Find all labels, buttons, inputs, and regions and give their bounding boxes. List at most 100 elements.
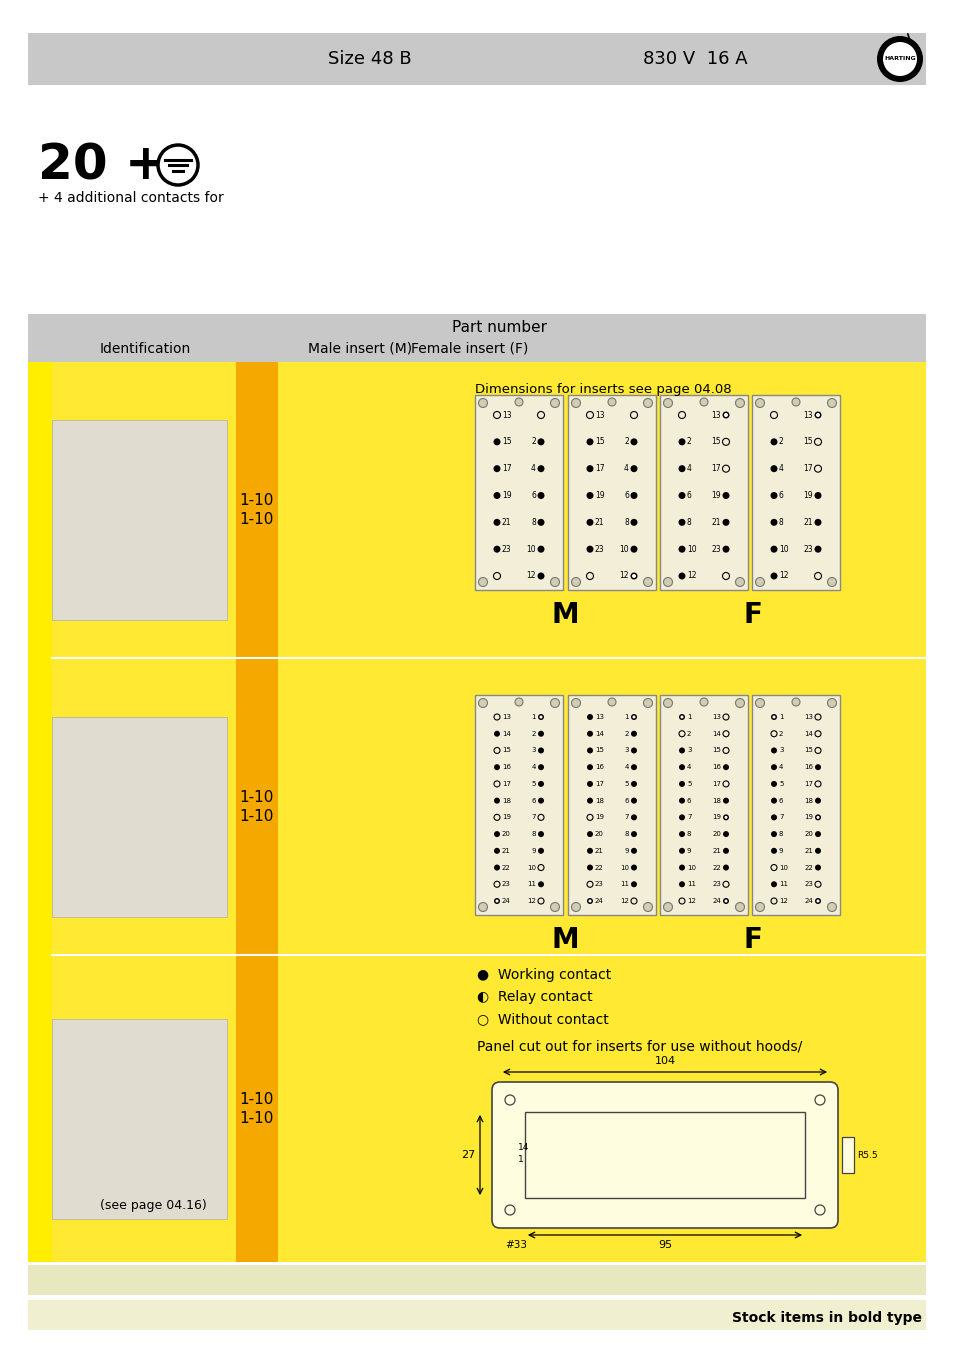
Bar — [28, 362, 925, 1262]
Text: 22: 22 — [712, 864, 720, 871]
Text: Stock items in bold type: Stock items in bold type — [731, 1311, 921, 1324]
Circle shape — [679, 716, 682, 718]
Text: 4: 4 — [779, 464, 783, 472]
Circle shape — [700, 698, 707, 706]
Circle shape — [571, 398, 579, 408]
Bar — [52, 717, 227, 917]
Text: 1: 1 — [624, 714, 628, 720]
Circle shape — [539, 716, 542, 718]
Text: Size 48 B: Size 48 B — [328, 50, 412, 68]
Text: 15: 15 — [803, 748, 812, 753]
Circle shape — [537, 466, 544, 472]
Text: 19: 19 — [711, 814, 720, 821]
Circle shape — [772, 716, 775, 718]
Text: 13: 13 — [595, 410, 604, 420]
Text: 4: 4 — [686, 764, 691, 771]
Circle shape — [735, 578, 743, 586]
Text: 8: 8 — [686, 832, 691, 837]
Circle shape — [816, 899, 819, 903]
Text: 10: 10 — [619, 864, 628, 871]
Text: Female insert (F): Female insert (F) — [411, 342, 528, 355]
Text: 24: 24 — [595, 898, 603, 904]
Circle shape — [770, 882, 776, 887]
Circle shape — [755, 903, 763, 911]
Circle shape — [643, 698, 652, 707]
Text: 8: 8 — [623, 518, 628, 526]
Text: M: M — [551, 926, 578, 954]
Circle shape — [586, 491, 593, 500]
Circle shape — [493, 439, 500, 446]
Bar — [28, 1265, 925, 1295]
Text: 4: 4 — [686, 464, 691, 472]
Text: 9: 9 — [531, 848, 536, 853]
Circle shape — [770, 572, 777, 579]
Text: 95: 95 — [658, 1241, 671, 1250]
Text: ○  Without contact: ○ Without contact — [476, 1012, 608, 1026]
Text: 8: 8 — [531, 832, 536, 837]
Text: 8: 8 — [686, 518, 691, 526]
Circle shape — [630, 714, 637, 720]
Text: Panel cut out for inserts for use without hoods/: Panel cut out for inserts for use withou… — [476, 1040, 801, 1054]
Circle shape — [700, 398, 707, 406]
Circle shape — [791, 398, 800, 406]
Circle shape — [537, 748, 543, 753]
Circle shape — [478, 578, 487, 586]
Circle shape — [550, 903, 558, 911]
Circle shape — [630, 518, 637, 526]
Text: 2: 2 — [531, 437, 536, 447]
Bar — [567, 695, 656, 915]
Circle shape — [494, 798, 499, 803]
Text: 10: 10 — [686, 864, 696, 871]
Circle shape — [721, 545, 729, 552]
Circle shape — [814, 864, 821, 871]
Circle shape — [586, 898, 593, 904]
Text: 6: 6 — [531, 798, 536, 803]
Text: Male insert (M): Male insert (M) — [308, 342, 412, 355]
Circle shape — [723, 899, 727, 903]
Text: 2: 2 — [624, 730, 628, 737]
Text: 11: 11 — [619, 882, 628, 887]
Text: 23: 23 — [803, 882, 812, 887]
Text: 12: 12 — [779, 898, 787, 904]
Circle shape — [586, 545, 593, 552]
Text: 2: 2 — [531, 730, 536, 737]
Circle shape — [721, 412, 729, 418]
Circle shape — [722, 814, 728, 821]
Bar — [28, 32, 925, 85]
Circle shape — [814, 491, 821, 500]
Circle shape — [537, 439, 544, 446]
Text: 3: 3 — [624, 748, 628, 753]
Circle shape — [770, 466, 777, 472]
Text: 4: 4 — [624, 764, 628, 771]
Text: 21: 21 — [595, 518, 604, 526]
Circle shape — [537, 714, 543, 720]
Text: 23: 23 — [711, 544, 720, 554]
Circle shape — [735, 903, 743, 911]
Circle shape — [826, 398, 836, 408]
Text: 23: 23 — [501, 882, 511, 887]
Text: 19: 19 — [595, 491, 604, 500]
Circle shape — [755, 698, 763, 707]
Circle shape — [630, 864, 637, 871]
Bar — [52, 1019, 227, 1219]
Circle shape — [814, 898, 821, 904]
Circle shape — [826, 903, 836, 911]
Circle shape — [495, 899, 498, 903]
Circle shape — [478, 903, 487, 911]
Text: 19: 19 — [501, 491, 511, 500]
Text: 11: 11 — [526, 882, 536, 887]
Text: HARTING: HARTING — [883, 57, 915, 62]
Text: 12: 12 — [618, 571, 628, 580]
Circle shape — [630, 491, 637, 500]
Circle shape — [550, 398, 558, 408]
Circle shape — [630, 848, 637, 853]
Text: 15: 15 — [802, 437, 812, 447]
Circle shape — [586, 832, 593, 837]
Text: 6: 6 — [779, 491, 783, 500]
Circle shape — [679, 848, 684, 853]
Circle shape — [770, 439, 777, 446]
Text: 7: 7 — [779, 814, 782, 821]
Text: 19: 19 — [595, 814, 603, 821]
Text: 1-10
1-10: 1-10 1-10 — [239, 493, 274, 528]
Circle shape — [679, 764, 684, 771]
